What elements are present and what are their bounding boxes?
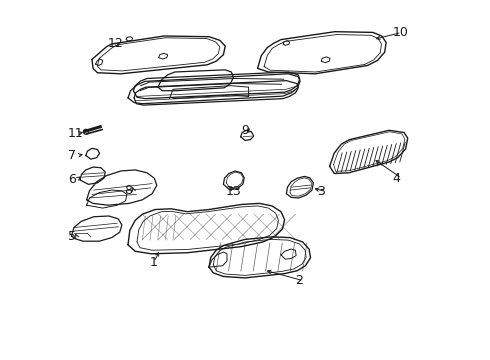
Text: 6: 6: [68, 173, 76, 186]
Text: 2: 2: [294, 274, 302, 287]
Text: 7: 7: [68, 149, 76, 162]
Text: 3: 3: [317, 185, 325, 198]
Text: 4: 4: [392, 172, 400, 185]
Text: 13: 13: [225, 185, 241, 198]
Text: 5: 5: [68, 230, 76, 243]
Text: 11: 11: [68, 127, 84, 140]
Text: 12: 12: [107, 37, 123, 50]
Text: 8: 8: [124, 184, 132, 197]
Text: 9: 9: [242, 124, 249, 137]
Text: 10: 10: [392, 26, 409, 39]
Text: 1: 1: [150, 256, 158, 269]
